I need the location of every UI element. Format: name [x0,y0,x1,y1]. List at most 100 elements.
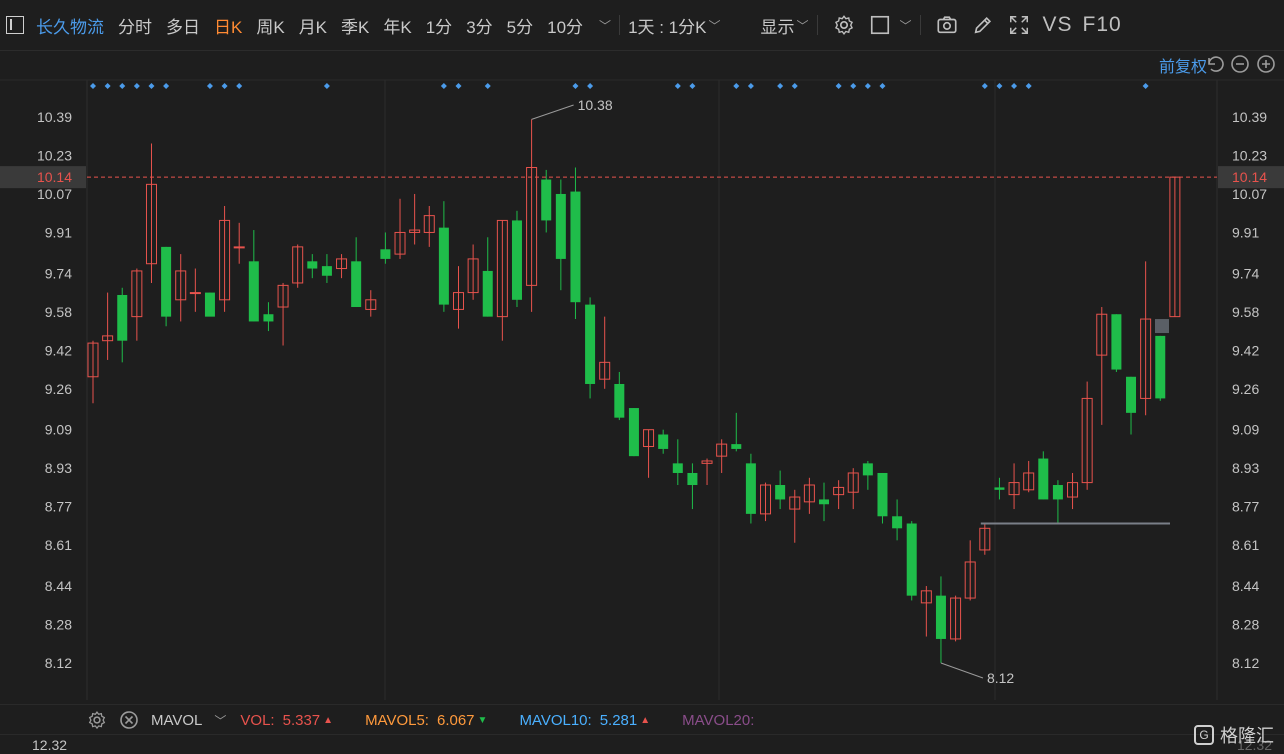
indicator-chevron-icon[interactable]: ﹀ [214,713,227,728]
chart-controls [1204,54,1276,74]
event-marker [733,83,740,89]
candle-body [117,294,128,341]
candle-body [336,258,348,270]
price-tick-label: 9.74 [45,265,72,281]
f10-button[interactable]: F10 [1082,13,1122,36]
candle-body [277,284,289,308]
layout-chevron-icon[interactable]: ﹀ [899,18,912,33]
tab-multiday[interactable]: 多日 [166,17,200,37]
candle-body [233,246,245,249]
tab-3min[interactable]: 3分 [466,17,493,37]
price-tick-label: 8.77 [1232,499,1259,515]
event-marker [206,83,213,89]
event-marker [323,83,330,89]
tab-yearly-k[interactable]: 年K [383,17,412,37]
adjust-mode-button[interactable]: 前复权 [1158,59,1207,76]
candle-body [145,183,157,265]
multi-period-select[interactable]: 1天 : 1分K [628,17,707,37]
price-tick-label: 9.91 [1232,224,1259,240]
draw-pencil-icon[interactable] [971,13,995,37]
event-marker [674,83,681,89]
candle-body [453,292,464,310]
price-tick-label: 9.74 [1232,265,1259,281]
candle-body [102,335,114,342]
multi-period-chevron-icon[interactable]: ﹀ [708,18,721,33]
candle-body [599,361,611,380]
toolbar: 长久物流 分时 多日 日K 周K 月K 季K 年K 1分 3分 5分 10分 ﹀… [0,0,1284,51]
candle-body [672,463,683,473]
drawn-marker-box [1155,319,1169,334]
price-tick-label: 9.58 [1232,304,1259,320]
candle-body [438,227,449,305]
candle-body [1155,335,1166,399]
price-tick-label: 10.39 [37,109,72,125]
layout-square-icon[interactable] [868,13,892,37]
camera-icon[interactable] [935,13,959,37]
candle-body [964,561,976,599]
tab-quarterly-k[interactable]: 季K [341,17,370,37]
fullscreen-icon[interactable] [1007,13,1031,37]
candlestick-chart[interactable]: 10.39 10.23 10.07 9.91 9.74 9.58 9.42 9.26 9.09 8… [0,50,1284,703]
display-menu[interactable]: 显示 [760,17,795,37]
candle-body [380,249,391,259]
candle-body [263,314,274,322]
stock-name[interactable]: 长久物流 [36,17,104,37]
low-price-label: 8.12 [987,670,1014,686]
divider [919,15,921,35]
candle-body [1096,313,1108,356]
event-marker [572,83,579,89]
event-marker [835,83,842,89]
tab-intraday[interactable]: 分时 [118,17,152,37]
undo-icon[interactable] [1204,54,1224,74]
indicator-name[interactable]: MAVOL [151,711,203,729]
mavol10-label: MAVOL10: [519,711,592,729]
settings-gear-icon[interactable] [832,13,856,37]
candle-body [847,472,859,493]
candle-body [292,246,304,284]
candle-body [511,220,522,300]
candle-body [423,215,435,233]
vs-compare-button[interactable]: VS [1042,13,1073,36]
event-marker [221,83,228,89]
price-tick-label: 8.77 [45,499,72,515]
candle-body [365,299,377,310]
close-indicator-icon[interactable] [119,710,139,730]
candle-body [1052,485,1063,500]
mavol10-value: 5.281 [599,711,638,729]
volume-axis-top-value: 12.32 [32,737,68,753]
event-marker [791,83,798,89]
tab-monthly-k[interactable]: 月K [298,17,328,37]
indicator-settings-gear-icon[interactable] [87,710,107,730]
zoom-in-icon[interactable] [1256,54,1276,74]
period-more-chevron-icon[interactable]: ﹀ [599,18,612,33]
price-tick-label: 10.07 [1232,186,1267,202]
price-tick-label: 8.61 [45,537,72,553]
tab-5min[interactable]: 5分 [506,17,534,37]
candle-body [745,463,756,514]
kline-chart[interactable]: 10.39 10.23 10.07 9.91 9.74 9.58 9.42 9.26 9.09 8… [0,50,1284,703]
candle-body [87,342,99,378]
event-marker [850,83,857,89]
event-marker [455,83,462,89]
tab-1min[interactable]: 1分 [425,17,453,37]
sidebar-toggle-icon[interactable] [6,16,24,34]
event-marker [484,83,491,89]
zoom-out-icon[interactable] [1230,54,1250,74]
display-chevron-icon[interactable]: ﹀ [796,18,809,33]
vol-up-arrow-icon: ▲ [323,714,334,726]
event-marker [777,83,784,89]
price-tick-label: 8.44 [45,578,72,594]
tab-weekly-k[interactable]: 周K [256,17,285,37]
tab-10min[interactable]: 10分 [547,17,584,37]
candle-body [731,444,742,449]
event-marker [236,83,243,89]
candle-body [775,485,786,500]
price-tick-label: 9.42 [1232,342,1259,358]
candle-body [307,261,318,269]
price-tick-label: 9.42 [45,342,72,358]
volume-pane [0,734,1284,754]
event-marker [879,83,886,89]
mavol5-value: 6.067 [436,711,475,729]
candle-body [1140,318,1152,399]
tab-daily-k[interactable]: 日K [214,17,243,37]
